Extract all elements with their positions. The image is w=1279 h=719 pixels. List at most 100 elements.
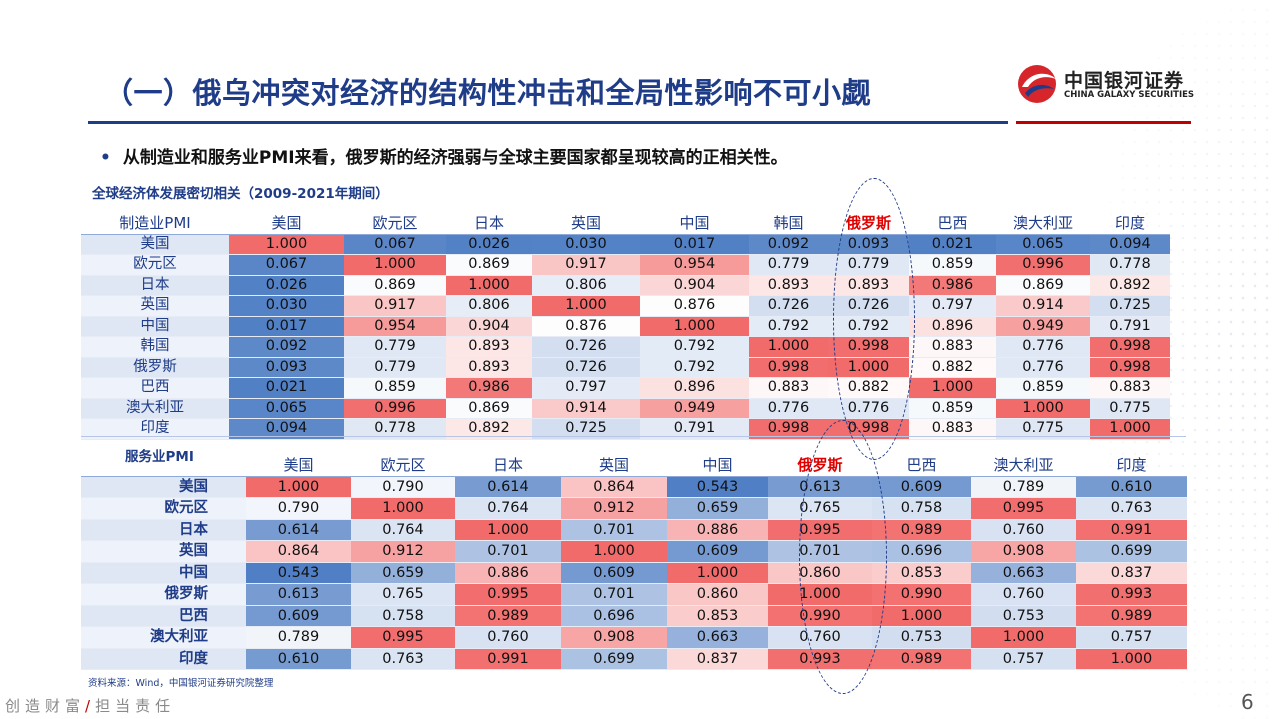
decorative-dot bbox=[1193, 68, 1197, 72]
decorative-dot bbox=[1241, 176, 1245, 180]
mfg-row: 英国 0.030 0.917 0.806 1.000 0.876 0.726 0.726 0.7… bbox=[81, 295, 1170, 317]
decorative-dot bbox=[1217, 248, 1221, 252]
svc-value-cell: 0.995 bbox=[455, 583, 561, 606]
mfg-row: 韩国 0.092 0.779 0.893 0.726 0.792 1.000 0.998 0.8… bbox=[81, 336, 1170, 358]
decorative-dot bbox=[1193, 284, 1197, 288]
decorative-dot bbox=[1253, 440, 1257, 444]
decorative-dot bbox=[1181, 44, 1185, 48]
decorative-dot bbox=[1193, 164, 1197, 168]
decorative-dot bbox=[1205, 152, 1209, 156]
svc-value-cell: 1.000 bbox=[1076, 648, 1187, 670]
decorative-dot bbox=[1241, 680, 1245, 684]
decorative-dot bbox=[1265, 32, 1269, 36]
svc-value-cell: 0.758 bbox=[872, 497, 971, 520]
mfg-value-cell: 0.869 bbox=[446, 398, 532, 419]
decorative-dot bbox=[1265, 284, 1269, 288]
decorative-dot bbox=[1181, 104, 1185, 108]
decorative-dot bbox=[1265, 692, 1269, 696]
decorative-dot bbox=[1253, 452, 1257, 456]
decorative-dot bbox=[1181, 320, 1185, 324]
decorative-dot bbox=[1241, 620, 1245, 624]
title-divider-accent bbox=[1016, 121, 1191, 124]
mfg-value-cell: 0.806 bbox=[532, 275, 640, 296]
decorative-dot bbox=[1169, 320, 1173, 324]
decorative-dot bbox=[1181, 176, 1185, 180]
decorative-dot bbox=[1253, 548, 1257, 552]
decorative-dot bbox=[1193, 440, 1197, 444]
decorative-dot bbox=[1157, 128, 1161, 132]
decorative-dot bbox=[1229, 524, 1233, 528]
decorative-dot bbox=[1205, 188, 1209, 192]
decorative-dot bbox=[1133, 104, 1137, 108]
mfg-value-cell: 0.021 bbox=[909, 234, 996, 255]
decorative-dot bbox=[1241, 704, 1245, 708]
decorative-dot bbox=[1193, 152, 1197, 156]
decorative-dot bbox=[1193, 452, 1197, 456]
decorative-dot bbox=[1157, 176, 1161, 180]
decorative-dot bbox=[1229, 92, 1233, 96]
decorative-dot bbox=[1241, 344, 1245, 348]
svc-value-cell: 0.753 bbox=[872, 626, 971, 649]
decorative-dot bbox=[1193, 464, 1197, 468]
decorative-dot bbox=[1133, 188, 1137, 192]
decorative-dot bbox=[1253, 272, 1257, 276]
decorative-dot bbox=[1169, 416, 1173, 420]
decorative-dot bbox=[1265, 164, 1269, 168]
company-logo: 中国银河证券 CHINA GALAXY SECURITIES bbox=[1016, 63, 1196, 105]
decorative-dot bbox=[1253, 56, 1257, 60]
decorative-dot bbox=[1265, 716, 1269, 719]
mfg-row-label: 欧元区 bbox=[81, 254, 229, 276]
mfg-column-header: 欧元区 bbox=[344, 214, 446, 235]
mfg-row-label: 中国 bbox=[81, 316, 229, 337]
decorative-dot bbox=[1241, 68, 1245, 72]
decorative-dot bbox=[1217, 500, 1221, 504]
decorative-dot bbox=[1181, 56, 1185, 60]
mfg-value-cell: 0.094 bbox=[229, 418, 344, 440]
decorative-dot bbox=[1157, 80, 1161, 84]
decorative-dot bbox=[1229, 80, 1233, 84]
mfg-value-cell: 0.030 bbox=[532, 234, 640, 255]
decorative-dot bbox=[1229, 104, 1233, 108]
decorative-dot bbox=[1229, 704, 1233, 708]
mfg-value-cell: 0.726 bbox=[532, 336, 640, 358]
decorative-dot bbox=[1253, 20, 1257, 24]
svc-row: 俄罗斯 0.613 0.765 0.995 0.701 0.860 1.000 0.990 0.… bbox=[81, 583, 1187, 606]
mfg-value-cell: 0.996 bbox=[996, 254, 1090, 276]
decorative-dot bbox=[1253, 356, 1257, 360]
mfg-column-header: 澳大利亚 bbox=[996, 214, 1090, 235]
decorative-dot bbox=[1181, 428, 1185, 432]
svc-column-header: 印度 bbox=[1076, 455, 1187, 477]
mfg-value-cell: 0.797 bbox=[532, 377, 640, 399]
svc-value-cell: 0.758 bbox=[351, 605, 455, 627]
mfg-value-cell: 0.067 bbox=[344, 234, 446, 255]
decorative-dot bbox=[1217, 224, 1221, 228]
svc-value-cell: 0.543 bbox=[246, 562, 351, 584]
decorative-dot bbox=[1133, 140, 1137, 144]
decorative-dot bbox=[1217, 428, 1221, 432]
decorative-dot bbox=[1253, 404, 1257, 408]
decorative-dot bbox=[1181, 308, 1185, 312]
decorative-dot bbox=[1229, 8, 1233, 12]
svc-row: 欧元区 0.790 1.000 0.764 0.912 0.659 0.765 0.758 0.… bbox=[81, 497, 1187, 520]
decorative-dot bbox=[1229, 392, 1233, 396]
decorative-dot bbox=[1241, 8, 1245, 12]
decorative-dot bbox=[1241, 488, 1245, 492]
decorative-dot bbox=[1265, 452, 1269, 456]
decorative-dot bbox=[1181, 68, 1185, 72]
decorative-dot bbox=[1253, 644, 1257, 648]
decorative-dot bbox=[1157, 56, 1161, 60]
svc-value-cell: 0.995 bbox=[971, 497, 1076, 520]
decorative-dot bbox=[1181, 248, 1185, 252]
decorative-dot bbox=[1205, 44, 1209, 48]
decorative-dot bbox=[1229, 248, 1233, 252]
decorative-dot bbox=[1133, 128, 1137, 132]
svc-column-header: 澳大利亚 bbox=[971, 455, 1076, 477]
decorative-dot bbox=[1205, 428, 1209, 432]
decorative-dot bbox=[1265, 428, 1269, 432]
decorative-dot bbox=[1229, 32, 1233, 36]
mfg-value-cell: 1.000 bbox=[749, 336, 828, 358]
mfg-value-cell: 0.986 bbox=[909, 275, 996, 296]
decorative-dot bbox=[1205, 104, 1209, 108]
decorative-dot bbox=[1253, 212, 1257, 216]
section1-title: 全球经济体发展密切相关（2009-2021年期间） bbox=[92, 186, 389, 202]
